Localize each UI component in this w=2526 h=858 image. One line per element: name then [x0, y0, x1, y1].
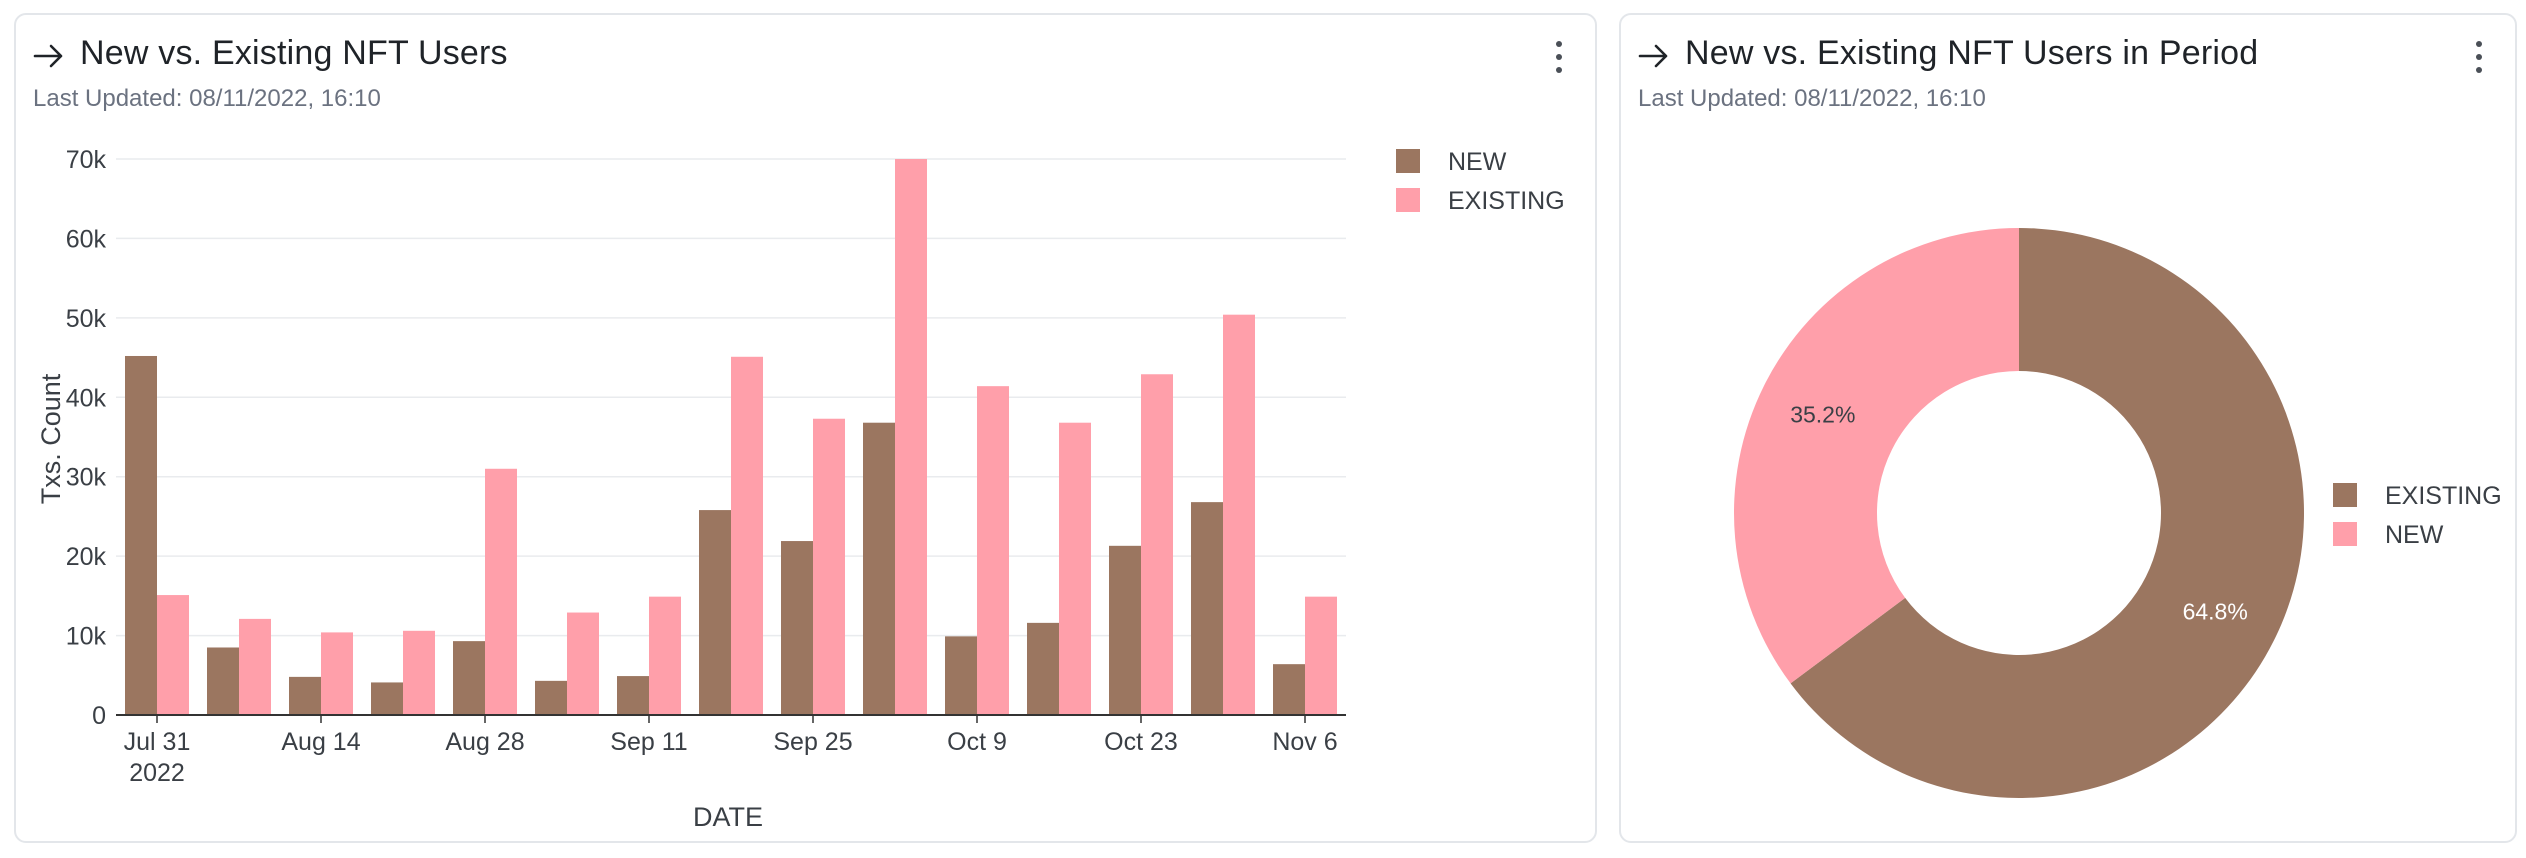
last-updated-text: Last Updated: 08/11/2022, 16:10: [33, 85, 381, 112]
legend-label[interactable]: NEW: [2385, 521, 2444, 549]
arrow-right-icon[interactable]: [1637, 39, 1671, 73]
x-tick-label: Nov 6: [1272, 728, 1337, 756]
bar-new[interactable]: [863, 422, 895, 715]
bar-new[interactable]: [207, 647, 239, 715]
card-header: New vs. Existing NFT Users Last Updated:…: [16, 15, 1595, 125]
slice-label: 64.8%: [2183, 598, 2248, 624]
bar-existing[interactable]: [1141, 374, 1173, 715]
bar-new[interactable]: [453, 641, 485, 715]
bar-new[interactable]: [781, 541, 813, 715]
slices: [1734, 228, 2304, 799]
x-tick-label: Oct 9: [947, 728, 1007, 756]
y-tick-label: 50k: [66, 305, 107, 333]
bar-new[interactable]: [617, 676, 649, 715]
bar-new[interactable]: [289, 676, 321, 715]
x-tick-label: Oct 23: [1104, 728, 1178, 756]
bar-new[interactable]: [1191, 502, 1223, 715]
legend-swatch: [1396, 188, 1420, 212]
legend-label[interactable]: NEW: [1448, 148, 1507, 176]
y-axis-ticks: 0 10k 20k 30k 40k 50k 60k 70k: [66, 146, 107, 730]
bar-existing[interactable]: [321, 632, 353, 715]
card-title[interactable]: New vs. Existing NFT Users in Period: [1685, 34, 2259, 72]
bar-existing[interactable]: [731, 356, 763, 715]
card-title[interactable]: New vs. Existing NFT Users: [80, 34, 508, 72]
x-tick-label: Aug 14: [281, 728, 360, 756]
bar-existing[interactable]: [239, 618, 271, 715]
legend-swatch: [2333, 522, 2357, 546]
slice-label: 35.2%: [1790, 402, 1855, 428]
y-axis-label: Txs. Count: [36, 373, 66, 504]
bar-existing[interactable]: [1059, 422, 1091, 715]
x-tick-label: Aug 28: [445, 728, 524, 756]
legend-label[interactable]: EXISTING: [2385, 482, 2502, 510]
y-tick-label: 60k: [66, 225, 107, 253]
donut-chart: 64.8% 35.2% EXISTING NEW: [1734, 228, 2502, 799]
bar-existing[interactable]: [1223, 314, 1255, 715]
legend-swatch: [1396, 149, 1420, 173]
y-tick-label: 10k: [66, 623, 107, 651]
bar-existing[interactable]: [157, 595, 189, 715]
bar-existing[interactable]: [977, 386, 1009, 715]
y-tick-label: 0: [92, 702, 106, 730]
x-axis-ticks: Jul 31 2022 Aug 14 Aug 28 Sep 11 Sep 25 Oct 9 O…: [124, 715, 1338, 787]
slice-existing[interactable]: [1790, 228, 2304, 799]
kebab-menu-icon[interactable]: [2469, 41, 2489, 81]
last-updated-text: Last Updated: 08/11/2022, 16:10: [1638, 85, 1986, 112]
bar-existing[interactable]: [485, 468, 517, 715]
x-tick-label: Sep 11: [610, 728, 687, 756]
legend: EXISTING NEW: [2333, 482, 2502, 549]
slice-new[interactable]: [1734, 228, 2019, 684]
bar-existing[interactable]: [403, 630, 435, 715]
x-tick-label: Sep 25: [773, 728, 852, 756]
x-tick-label: 2022: [129, 759, 185, 787]
legend-label[interactable]: EXISTING: [1448, 187, 1565, 215]
arrow-right-icon[interactable]: [32, 39, 66, 73]
bar-new[interactable]: [1273, 664, 1305, 715]
x-axis-label: DATE: [693, 802, 763, 832]
bar-existing[interactable]: [1305, 596, 1337, 715]
bars: [125, 159, 1337, 715]
bar-new[interactable]: [125, 355, 157, 715]
bar-new[interactable]: [535, 680, 567, 715]
y-tick-label: 20k: [66, 543, 107, 571]
kebab-menu-icon[interactable]: [1549, 41, 1569, 81]
bar-new[interactable]: [1027, 622, 1059, 715]
bar-existing[interactable]: [813, 418, 845, 715]
bar-new[interactable]: [945, 636, 977, 715]
y-tick-label: 70k: [66, 146, 107, 174]
chart-card-new-vs-existing: New vs. Existing NFT Users Last Updated:…: [14, 13, 1597, 843]
y-tick-label: 30k: [66, 464, 107, 492]
bar-new[interactable]: [1109, 545, 1141, 715]
bar-existing[interactable]: [895, 159, 927, 715]
bar-existing[interactable]: [649, 596, 681, 715]
x-tick-label: Jul 31: [124, 728, 191, 756]
legend-swatch: [2333, 483, 2357, 507]
bar-new[interactable]: [699, 510, 731, 715]
y-tick-label: 40k: [66, 384, 107, 412]
bar-existing[interactable]: [567, 612, 599, 715]
card-header: New vs. Existing NFT Users in Period Las…: [1621, 15, 2515, 125]
legend: NEW EXISTING: [1396, 148, 1565, 215]
bar-new[interactable]: [371, 682, 403, 715]
chart-card-in-period: New vs. Existing NFT Users in Period Las…: [1619, 13, 2517, 843]
bar-chart: 0 10k 20k 30k 40k 50k 60k 70k Jul 31 2022 Aug 14 A…: [36, 146, 1565, 832]
slice-labels: 64.8% 35.2%: [1790, 402, 2248, 625]
